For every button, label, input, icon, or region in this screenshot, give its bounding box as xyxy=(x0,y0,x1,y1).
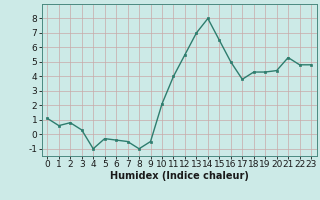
X-axis label: Humidex (Indice chaleur): Humidex (Indice chaleur) xyxy=(110,171,249,181)
